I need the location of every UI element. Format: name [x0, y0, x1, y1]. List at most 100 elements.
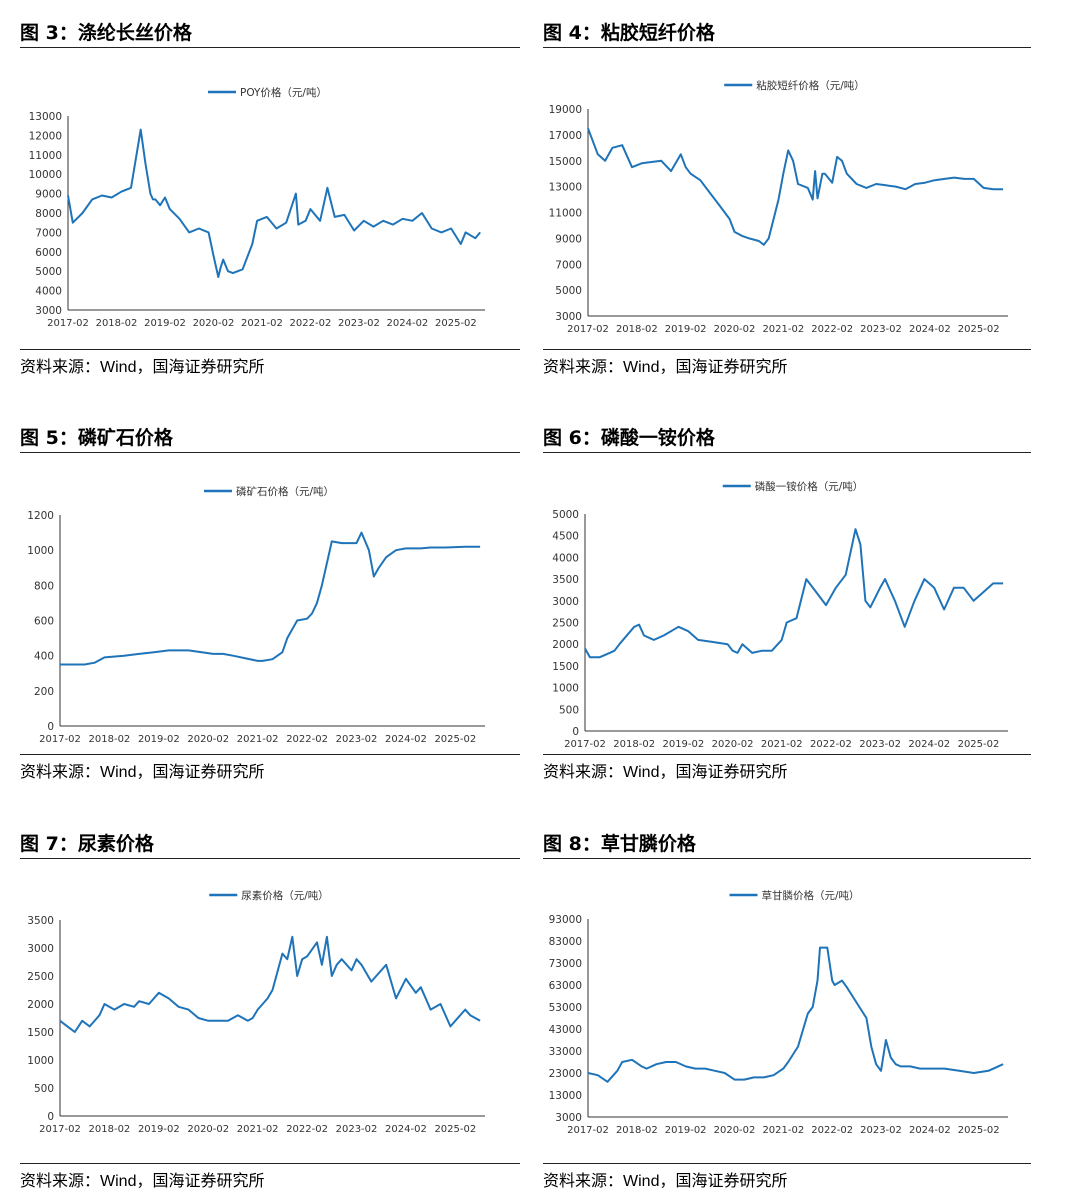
y-tick-label: 9000	[555, 233, 582, 245]
figure-name: 尿素价格	[77, 833, 154, 855]
y-tick-label: 4000	[552, 552, 579, 564]
x-tick-label: 2020-02	[193, 318, 235, 329]
x-tick-label: 2020-02	[187, 734, 229, 745]
source-rule	[20, 349, 520, 350]
x-tick-label: 2023-02	[338, 318, 380, 329]
y-tick-label: 9000	[35, 189, 62, 201]
x-tick-label: 2019-02	[138, 734, 180, 745]
x-tick-label: 2019-02	[665, 1125, 707, 1136]
source-rule	[543, 1163, 1031, 1164]
x-tick-label: 2020-02	[712, 739, 754, 750]
x-tick-label: 2017-02	[564, 739, 606, 750]
y-tick-label: 2000	[27, 999, 54, 1011]
figure-title: 图 8：草甘膦价格	[543, 829, 696, 856]
series-line	[587, 946, 1004, 1083]
chart-glyphosate-price: 3000 13000 23000 33000 43000 53000 63000 73000 8…	[549, 889, 1008, 1136]
source-note: 资料来源：Wind，国海证券研究所	[20, 762, 265, 781]
y-tick-label: 83000	[549, 936, 582, 948]
title-rule	[543, 452, 1031, 453]
figure-title: 图 4：粘胶短纤价格	[543, 18, 715, 45]
figure-title: 图 7：尿素价格	[20, 829, 154, 856]
y-tick-label: 13000	[549, 182, 582, 194]
x-tick-label: 2019-02	[662, 739, 704, 750]
y-tick-label: 2500	[27, 971, 54, 983]
x-tick-label: 2025-02	[958, 739, 1000, 750]
chart-phosphate-rock-price: 0 200 400 600 800 1000 1200 2017-02 2018-02 2019-…	[27, 485, 485, 745]
figure-name: 磷矿石价格	[77, 427, 173, 449]
source-note: 资料来源：Wind，国海证券研究所	[543, 357, 788, 376]
x-tick-label: 2020-02	[187, 1124, 229, 1135]
x-tick-label: 2022-02	[811, 1125, 853, 1136]
figure-title: 图 3：涤纶长丝价格	[20, 18, 192, 45]
y-tick-label: 1000	[552, 683, 579, 695]
y-tick-label: 10000	[29, 169, 62, 181]
figure-label: 图 7：	[20, 833, 78, 855]
x-tick-label: 2021-02	[762, 1125, 804, 1136]
y-tick-label: 800	[34, 580, 54, 592]
x-tick-label: 2021-02	[237, 1124, 279, 1135]
y-tick-label: 7000	[555, 259, 582, 271]
y-tick-label: 3000	[35, 305, 62, 317]
y-tick-label: 3500	[552, 574, 579, 586]
y-tick-label: 11000	[29, 150, 62, 162]
legend-label: POY价格（元/吨）	[240, 86, 327, 99]
y-tick-label: 63000	[549, 980, 582, 992]
figure-label: 图 8：	[543, 833, 601, 855]
y-tick-label: 0	[47, 1111, 54, 1123]
x-tick-label: 2019-02	[144, 318, 186, 329]
y-tick-label: 23000	[549, 1068, 582, 1080]
y-tick-label: 4500	[552, 531, 579, 543]
figure-panel-8: 图 8：草甘膦价格 3000 13000 23000 33000 43000 53000 6…	[543, 829, 1033, 1190]
series-line	[67, 128, 481, 278]
x-tick-label: 2018-02	[89, 1124, 131, 1135]
y-tick-label: 3000	[555, 311, 582, 323]
y-tick-label: 2500	[552, 618, 579, 630]
y-tick-label: 17000	[549, 130, 582, 142]
figure-panel-5: 图 5：磷矿石价格 0 200 400 600 800 1000 1200 2017-02 20…	[20, 423, 520, 783]
x-tick-label: 2018-02	[89, 734, 131, 745]
y-tick-label: 1500	[552, 661, 579, 673]
y-tick-label: 1000	[27, 545, 54, 557]
x-tick-label: 2021-02	[241, 318, 283, 329]
figure-panel-4: 图 4：粘胶短纤价格 3000 5000 7000 9000 11000 13000 150…	[543, 18, 1033, 378]
source-note: 资料来源：Wind，国海证券研究所	[543, 762, 788, 781]
x-tick-label: 2022-02	[286, 1124, 328, 1135]
y-tick-label: 0	[572, 726, 579, 738]
x-tick-label: 2023-02	[336, 734, 378, 745]
figure-label: 图 6：	[543, 427, 601, 449]
x-tick-label: 2017-02	[567, 324, 609, 335]
figure-panel-7: 图 7：尿素价格 0 500 1000 1500 2000 2500 3000 3500 201…	[20, 829, 520, 1190]
x-tick-label: 2022-02	[286, 734, 328, 745]
legend-label: 草甘膦价格（元/吨）	[762, 889, 860, 902]
x-tick-label: 2024-02	[909, 324, 951, 335]
x-tick-label: 2024-02	[908, 739, 950, 750]
x-tick-label: 2025-02	[958, 324, 1000, 335]
x-tick-label: 2017-02	[567, 1125, 609, 1136]
figure-label: 图 5：	[20, 427, 78, 449]
x-tick-label: 2018-02	[613, 739, 655, 750]
figure-name: 涤纶长丝价格	[77, 22, 192, 44]
series-line	[587, 128, 1004, 246]
x-tick-label: 2021-02	[761, 739, 803, 750]
y-tick-label: 6000	[35, 247, 62, 259]
x-tick-label: 2023-02	[859, 739, 901, 750]
y-tick-label: 3000	[552, 596, 579, 608]
chart-urea-price: 0 500 1000 1500 2000 2500 3000 3500 2017-02 2018-…	[27, 889, 485, 1135]
y-tick-label: 3500	[27, 915, 54, 927]
x-tick-label: 2017-02	[47, 318, 89, 329]
figure-label: 图 3：	[20, 22, 78, 44]
y-tick-label: 93000	[549, 914, 582, 926]
x-tick-label: 2022-02	[810, 739, 852, 750]
y-tick-label: 2000	[552, 639, 579, 651]
figure-label: 图 4：	[543, 22, 601, 44]
y-tick-label: 500	[559, 704, 579, 716]
y-tick-label: 3000	[555, 1112, 582, 1124]
y-tick-label: 13000	[29, 111, 62, 123]
source-rule	[543, 754, 1031, 755]
y-tick-label: 8000	[35, 208, 62, 220]
y-tick-label: 200	[34, 686, 54, 698]
source-note: 资料来源：Wind，国海证券研究所	[20, 357, 265, 376]
series-line	[584, 528, 1004, 659]
x-tick-label: 2019-02	[138, 1124, 180, 1135]
legend-label: 磷矿石价格（元/吨）	[236, 485, 334, 498]
